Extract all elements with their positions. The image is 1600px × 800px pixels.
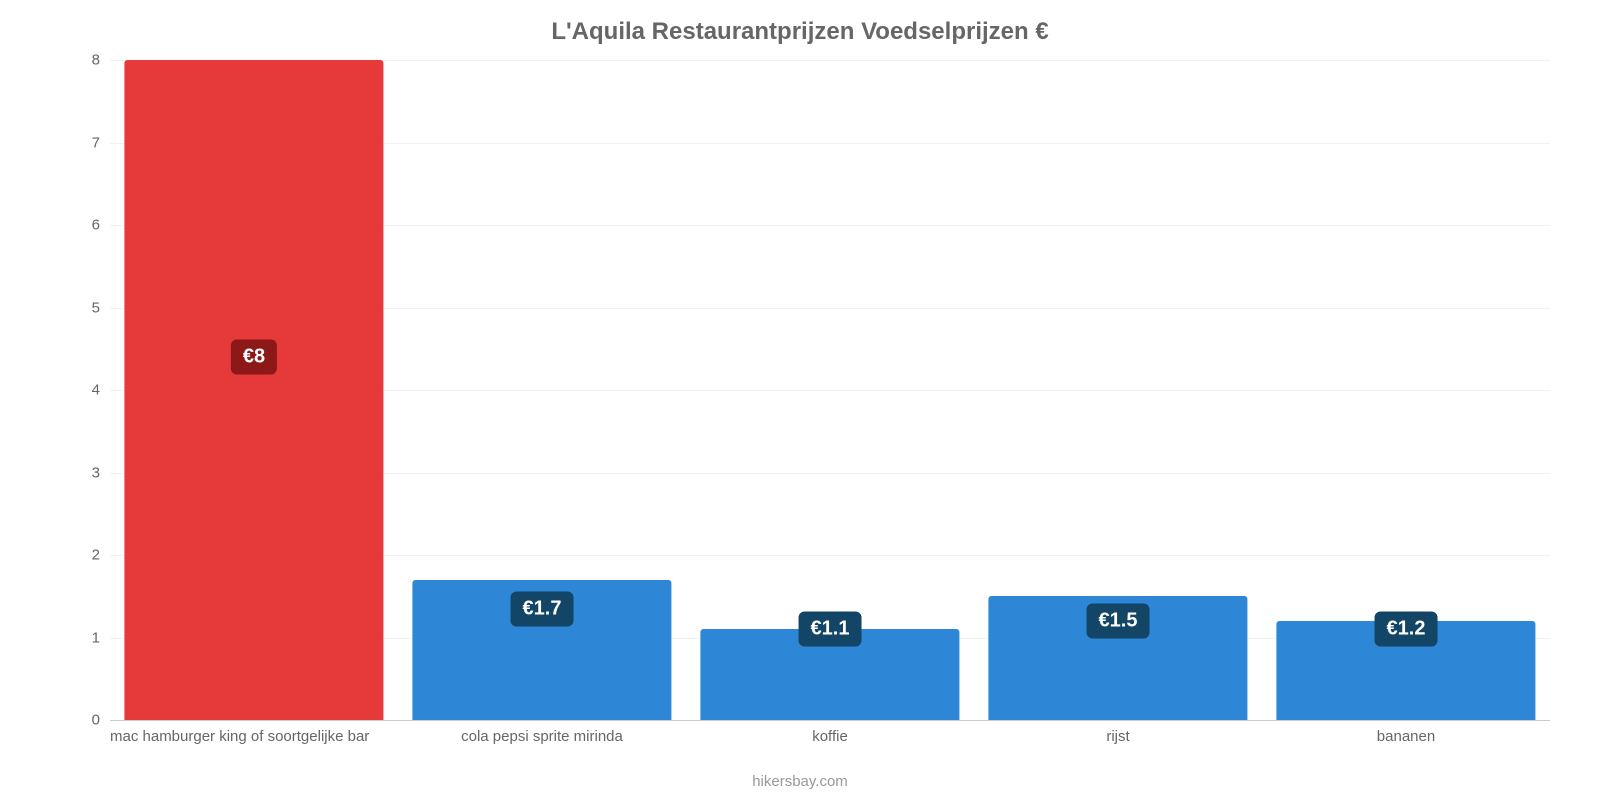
y-tick-label: 8 (60, 52, 100, 69)
y-tick-label: 0 (60, 712, 100, 729)
bar-slot: €1.1koffie (686, 60, 974, 720)
y-tick-label: 1 (60, 629, 100, 646)
x-axis-label: bananen (1377, 728, 1435, 745)
bar-slot: €1.5rijst (974, 60, 1262, 720)
x-axis-label: rijst (1106, 728, 1129, 745)
bar-slot: €1.7cola pepsi sprite mirinda (398, 60, 686, 720)
x-axis-line (110, 720, 1550, 721)
y-tick-label: 7 (60, 134, 100, 151)
y-tick-label: 4 (60, 382, 100, 399)
y-tick-label: 6 (60, 217, 100, 234)
chart-credit: hikersbay.com (0, 773, 1600, 790)
x-axis-label: cola pepsi sprite mirinda (461, 728, 623, 745)
value-badge: €1.1 (799, 612, 862, 647)
y-tick-label: 3 (60, 464, 100, 481)
y-tick-label: 5 (60, 299, 100, 316)
chart-title: L'Aquila Restaurantprijzen Voedselprijze… (0, 18, 1600, 46)
bar-slot: €1.2bananen (1262, 60, 1550, 720)
value-badge: €1.5 (1087, 604, 1150, 639)
bar-slot: €8mac hamburger king of soortgelijke bar (110, 60, 398, 720)
chart-container: L'Aquila Restaurantprijzen Voedselprijze… (0, 0, 1600, 800)
value-badge: €1.2 (1375, 612, 1438, 647)
x-axis-label: koffie (812, 728, 848, 745)
y-tick-label: 2 (60, 547, 100, 564)
value-badge: €8 (231, 340, 277, 375)
x-axis-label: mac hamburger king of soortgelijke bar (110, 728, 369, 745)
chart-plot-area: 012345678€8mac hamburger king of soortge… (110, 60, 1550, 720)
value-badge: €1.7 (511, 591, 574, 626)
bar (124, 60, 383, 720)
